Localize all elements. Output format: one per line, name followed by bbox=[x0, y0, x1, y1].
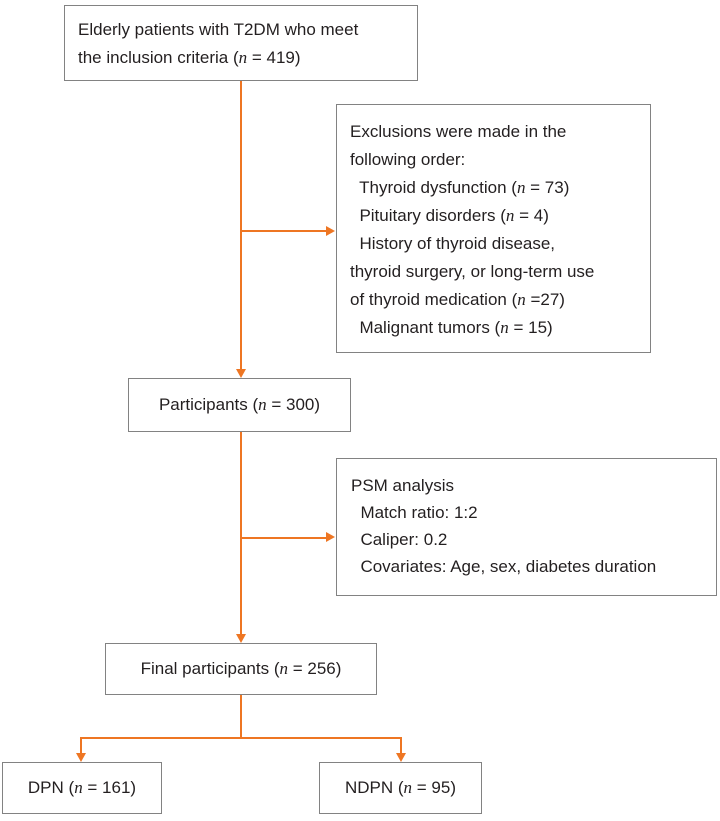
text-segment: Caliper: 0.2 bbox=[351, 530, 448, 549]
text-segment: = 15) bbox=[508, 318, 553, 337]
text-line: Pituitary disorders (n = 4) bbox=[350, 202, 646, 230]
text-segment: = 419) bbox=[247, 48, 301, 67]
italic-n: n bbox=[74, 778, 83, 797]
italic-n: n bbox=[258, 395, 267, 414]
italic-n: n bbox=[403, 778, 413, 797]
text-segment: PSM analysis bbox=[351, 476, 454, 495]
text-segment: History of thyroid disease, bbox=[350, 234, 556, 253]
text-line: DPN (n = 161) bbox=[28, 778, 136, 798]
text-line: PSM analysis bbox=[351, 472, 716, 499]
box-dpn: DPN (n = 161) bbox=[2, 762, 162, 814]
text-segment: Elderly patients with T2DM who meet bbox=[78, 20, 359, 39]
text-segment: = 73) bbox=[525, 178, 570, 197]
text-line: Match ratio: 1:2 bbox=[351, 499, 716, 526]
connector-participants-to-final bbox=[240, 432, 242, 634]
text-segment: Thyroid dysfunction ( bbox=[350, 178, 517, 197]
text-segment: the inclusion criteria ( bbox=[78, 48, 239, 67]
text-segment: Covariates: Age, sex, diabetes duration bbox=[351, 557, 657, 576]
text-segment: DPN ( bbox=[27, 778, 75, 797]
text-segment: = 161) bbox=[82, 778, 137, 797]
arrowhead-down-dpn-icon bbox=[76, 753, 86, 762]
text-segment: Malignant tumors ( bbox=[350, 318, 501, 337]
arrowhead-down-participants-icon bbox=[236, 369, 246, 378]
box-inclusion: Elderly patients with T2DM who meet the … bbox=[64, 5, 418, 81]
text-segment: Pituitary disorders ( bbox=[350, 206, 506, 225]
text-line: of thyroid medication (n =27) bbox=[350, 286, 646, 314]
connector-inclusion-to-participants bbox=[240, 81, 242, 369]
text-line: Covariates: Age, sex, diabetes duration bbox=[351, 553, 716, 580]
arrowhead-right-psm-icon bbox=[326, 532, 335, 542]
text-line: Thyroid dysfunction (n = 73) bbox=[350, 174, 646, 202]
italic-n: n bbox=[505, 206, 515, 225]
italic-n: n bbox=[279, 659, 288, 678]
text-segment: of thyroid medication ( bbox=[350, 290, 518, 309]
text-segment: =27) bbox=[525, 290, 565, 309]
text-line: following order: bbox=[350, 146, 646, 174]
text-segment: Final participants ( bbox=[140, 659, 280, 678]
connector-final-stem bbox=[240, 695, 242, 739]
text-line: thyroid surgery, or long-term use bbox=[350, 258, 646, 286]
italic-n: n bbox=[516, 178, 526, 197]
text-line: Exclusions were made in the bbox=[350, 118, 646, 146]
text-line: Participants (n = 300) bbox=[159, 395, 320, 415]
italic-n: n bbox=[238, 48, 248, 67]
italic-n: n bbox=[517, 290, 526, 309]
text-segment: Match ratio: 1:2 bbox=[351, 503, 478, 522]
text-segment: NDPN ( bbox=[344, 778, 404, 797]
text-line: Malignant tumors (n = 15) bbox=[350, 314, 646, 342]
text-segment: following order: bbox=[350, 150, 466, 169]
connector-drop-dpn bbox=[80, 737, 82, 754]
text-segment: = 300) bbox=[266, 395, 321, 414]
text-line: NDPN (n = 95) bbox=[345, 778, 456, 798]
text-line: the inclusion criteria (n = 419) bbox=[78, 44, 413, 72]
arrowhead-down-final-icon bbox=[236, 634, 246, 643]
box-participants: Participants (n = 300) bbox=[128, 378, 351, 432]
box-psm-analysis: PSM analysis Match ratio: 1:2 Caliper: 0… bbox=[336, 458, 717, 596]
connector-split-bar bbox=[80, 737, 402, 739]
text-line: Caliper: 0.2 bbox=[351, 526, 716, 553]
text-segment: = 95) bbox=[412, 778, 456, 797]
connector-drop-ndpn bbox=[400, 737, 402, 754]
text-segment: = 256) bbox=[287, 659, 342, 678]
text-segment: thyroid surgery, or long-term use bbox=[350, 262, 595, 281]
arrowhead-down-ndpn-icon bbox=[396, 753, 406, 762]
box-exclusions: Exclusions were made in the following or… bbox=[336, 104, 651, 353]
text-segment: Participants ( bbox=[158, 395, 259, 414]
box-ndpn: NDPN (n = 95) bbox=[319, 762, 482, 814]
connector-branch-to-exclusions bbox=[240, 230, 326, 232]
text-line: History of thyroid disease, bbox=[350, 230, 646, 258]
box-final-participants: Final participants (n = 256) bbox=[105, 643, 377, 695]
connector-branch-to-psm bbox=[240, 537, 326, 539]
arrowhead-right-exclusions-icon bbox=[326, 226, 335, 236]
text-segment: = 4) bbox=[514, 206, 549, 225]
text-line: Elderly patients with T2DM who meet bbox=[78, 16, 413, 44]
text-line: Final participants (n = 256) bbox=[141, 659, 342, 679]
text-segment: Exclusions were made in the bbox=[350, 122, 567, 141]
italic-n: n bbox=[500, 318, 509, 337]
